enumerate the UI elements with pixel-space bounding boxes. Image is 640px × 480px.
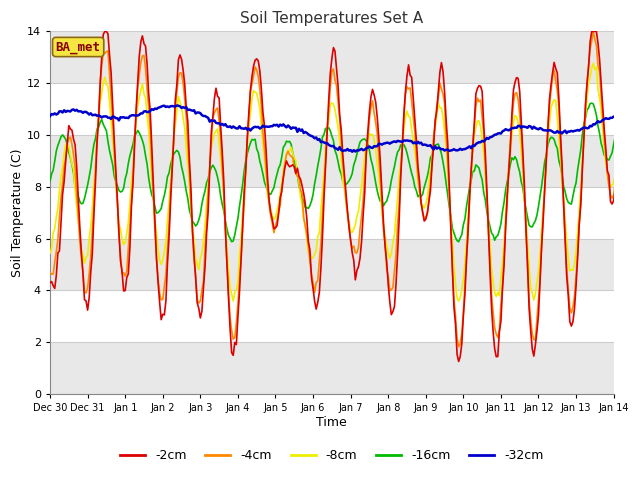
-2cm — [566, 319, 573, 324]
Bar — [50, 135, 614, 187]
Line: -16cm: -16cm — [50, 94, 640, 242]
Bar — [50, 32, 614, 83]
-4cm — [355, 244, 362, 250]
-4cm — [589, 29, 597, 35]
-32cm — [348, 149, 356, 155]
Bar — [50, 83, 614, 135]
-16cm — [455, 239, 463, 245]
Line: -2cm: -2cm — [50, 32, 640, 361]
-32cm — [46, 113, 54, 119]
X-axis label: Time: Time — [316, 416, 348, 429]
-2cm — [46, 280, 54, 286]
-4cm — [455, 344, 463, 350]
-2cm — [455, 359, 463, 364]
-4cm — [67, 134, 74, 140]
-8cm — [475, 118, 483, 124]
-8cm — [67, 154, 74, 159]
Line: -8cm: -8cm — [50, 59, 640, 301]
-32cm — [358, 146, 365, 152]
-16cm — [355, 145, 362, 151]
-2cm — [85, 295, 93, 300]
-2cm — [67, 126, 74, 132]
Line: -4cm: -4cm — [50, 32, 640, 347]
-32cm — [173, 103, 180, 108]
-8cm — [355, 208, 362, 214]
-32cm — [566, 129, 573, 134]
-2cm — [477, 84, 484, 89]
-8cm — [85, 236, 93, 241]
-4cm — [475, 99, 483, 105]
-4cm — [46, 270, 54, 276]
Bar — [50, 187, 614, 239]
-8cm — [455, 298, 463, 304]
-32cm — [67, 108, 74, 114]
-16cm — [85, 174, 93, 180]
-16cm — [46, 178, 54, 184]
-8cm — [46, 251, 54, 256]
-32cm — [85, 112, 93, 118]
-16cm — [622, 91, 630, 96]
-2cm — [356, 255, 364, 261]
-16cm — [564, 199, 572, 205]
-16cm — [67, 155, 74, 161]
Bar — [50, 239, 614, 290]
-2cm — [101, 29, 109, 35]
Line: -32cm: -32cm — [50, 106, 640, 152]
-4cm — [564, 287, 572, 292]
Text: BA_met: BA_met — [56, 40, 100, 53]
Legend: -2cm, -4cm, -8cm, -16cm, -32cm: -2cm, -4cm, -8cm, -16cm, -32cm — [115, 444, 548, 468]
Bar — [50, 342, 614, 394]
Y-axis label: Soil Temperature (C): Soil Temperature (C) — [11, 148, 24, 277]
-16cm — [475, 165, 483, 171]
Title: Soil Temperatures Set A: Soil Temperatures Set A — [240, 11, 424, 26]
-8cm — [564, 255, 572, 261]
-8cm — [627, 56, 635, 61]
-4cm — [85, 271, 93, 276]
Bar — [50, 290, 614, 342]
-32cm — [477, 139, 484, 145]
